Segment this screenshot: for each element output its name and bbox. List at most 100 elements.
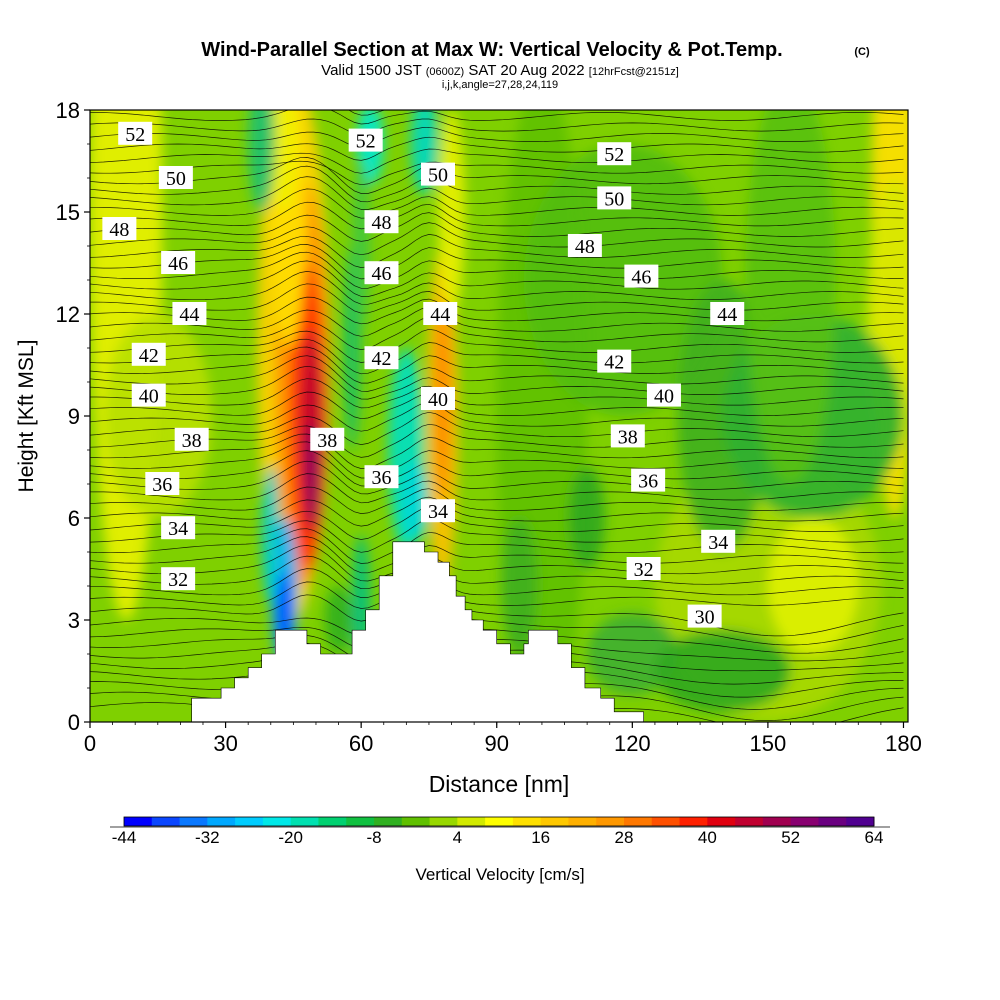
colorbar-swatch — [401, 817, 431, 826]
velocity-blob — [248, 110, 276, 212]
theta-contour-label: 50 — [158, 166, 193, 190]
theta-label-text: 34 — [428, 501, 448, 523]
colorbar-label: Vertical Velocity [cm/s] — [415, 865, 584, 884]
theta-contour-label: 52 — [348, 128, 383, 153]
colorbar-tick-label: -32 — [195, 828, 220, 847]
theta-label-text: 38 — [618, 426, 638, 448]
theta-contour-line — [90, 317, 904, 350]
theta-label-box — [710, 302, 745, 325]
theta-label-box — [597, 142, 632, 166]
y-tick-label: 9 — [68, 404, 80, 429]
colorbar-tick-label: -44 — [112, 828, 137, 847]
theta-contour-label: 34 — [420, 499, 455, 523]
theta-contour-line — [90, 441, 904, 479]
colorbar-swatch — [429, 817, 458, 826]
theta-label-text: 42 — [139, 345, 159, 367]
theta-contour-label: 36 — [364, 465, 399, 489]
theta-contour-line — [90, 378, 904, 409]
theta-contour-label: 38 — [310, 427, 345, 452]
theta-label-text: 48 — [575, 236, 595, 258]
theta-contour-label: 34 — [161, 516, 196, 540]
theta-label-box — [631, 468, 666, 492]
theta-contour-label: 36 — [631, 468, 666, 493]
theta-contour-label: 40 — [420, 387, 455, 411]
colorbar-swatch — [290, 817, 319, 826]
theta-contour-label: 46 — [364, 261, 399, 285]
theta-contour-line — [90, 283, 904, 314]
theta-label-text: 42 — [604, 352, 624, 374]
theta-contour-label: 48 — [102, 217, 137, 241]
theta-contour-line — [90, 591, 904, 637]
theta-contour-line — [90, 176, 904, 210]
theta-label-box — [172, 302, 207, 325]
theta-label-box — [701, 529, 736, 553]
theta-label-box — [364, 346, 399, 370]
theta-contour-line — [90, 460, 904, 495]
copyright-mark: (C) — [854, 46, 870, 58]
theta-contour-label: 40 — [131, 383, 166, 408]
theta-label-box — [646, 383, 681, 407]
theta-contour-label: 42 — [597, 349, 632, 374]
colorbar-swatch — [651, 817, 681, 826]
colorbar-swatch — [679, 817, 708, 826]
theta-label-box — [567, 234, 602, 257]
velocity-blob — [767, 518, 859, 654]
theta-label-text: 46 — [371, 263, 391, 285]
colorbar-swatch — [735, 817, 764, 826]
theta-label-text: 46 — [631, 267, 651, 289]
y-tick-label: 3 — [68, 608, 80, 633]
theta-label-text: 36 — [638, 471, 658, 493]
theta-contour-label: 50 — [597, 186, 632, 210]
theta-contour-line — [90, 328, 904, 363]
chart-subtitle: Valid 1500 JST (0600Z) SAT 20 Aug 2022 [… — [321, 62, 679, 79]
theta-label-box — [420, 387, 455, 410]
theta-contour-line — [90, 528, 904, 564]
theta-contour-line — [90, 391, 904, 420]
colorbar-tick-label: 52 — [781, 828, 800, 847]
theta-label-text: 36 — [152, 474, 172, 496]
velocity-blob — [261, 467, 280, 603]
theta-contour-label: 42 — [131, 342, 166, 367]
colorbar-swatch — [179, 817, 208, 826]
theta-label-text: 52 — [604, 144, 624, 166]
subtitle-valid: Valid 1500 JST — [321, 62, 421, 79]
colorbar-swatch — [790, 817, 819, 826]
theta-label-box — [174, 427, 209, 451]
theta-label-box — [348, 128, 383, 152]
velocity-blob — [352, 161, 371, 331]
theta-contour-line — [90, 110, 904, 125]
theta-label-box — [687, 604, 722, 628]
theta-contour-label: 36 — [145, 472, 180, 496]
theta-contours — [90, 110, 904, 722]
x-tick-label: 120 — [614, 731, 651, 756]
theta-contour-label: 48 — [567, 234, 602, 258]
theta-label-box — [364, 465, 399, 489]
colorbar-swatch — [346, 817, 375, 826]
colorbar-swatch — [762, 817, 792, 826]
theta-contour-line — [90, 473, 904, 504]
theta-contour-line — [90, 118, 904, 136]
colorbar-swatch — [235, 817, 264, 826]
vertical-velocity-field — [90, 110, 908, 722]
theta-label-box — [102, 217, 137, 240]
theta-contour-label: 42 — [364, 346, 399, 370]
theta-contour-line — [90, 346, 904, 384]
theta-label-box — [131, 342, 166, 366]
theta-contour-label: 46 — [161, 251, 196, 275]
colorbar-swatch — [568, 817, 597, 826]
theta-contour-line — [90, 244, 904, 280]
theta-contour-label: 30 — [687, 604, 722, 629]
theta-contour-line — [90, 160, 904, 186]
velocity-blob — [103, 314, 213, 518]
theta-contour-line — [90, 234, 904, 268]
theta-contour-line — [90, 536, 904, 574]
x-tick-label: 60 — [349, 731, 373, 756]
theta-contour-line — [90, 212, 904, 242]
theta-label-text: 48 — [371, 212, 391, 234]
colorbar-tick-label: 4 — [453, 828, 462, 847]
theta-label-box — [626, 557, 661, 580]
theta-label-text: 40 — [428, 389, 448, 411]
colorbar-swatch — [818, 817, 847, 826]
terrain-mask — [90, 541, 908, 722]
theta-contour-label: 52 — [597, 142, 632, 166]
